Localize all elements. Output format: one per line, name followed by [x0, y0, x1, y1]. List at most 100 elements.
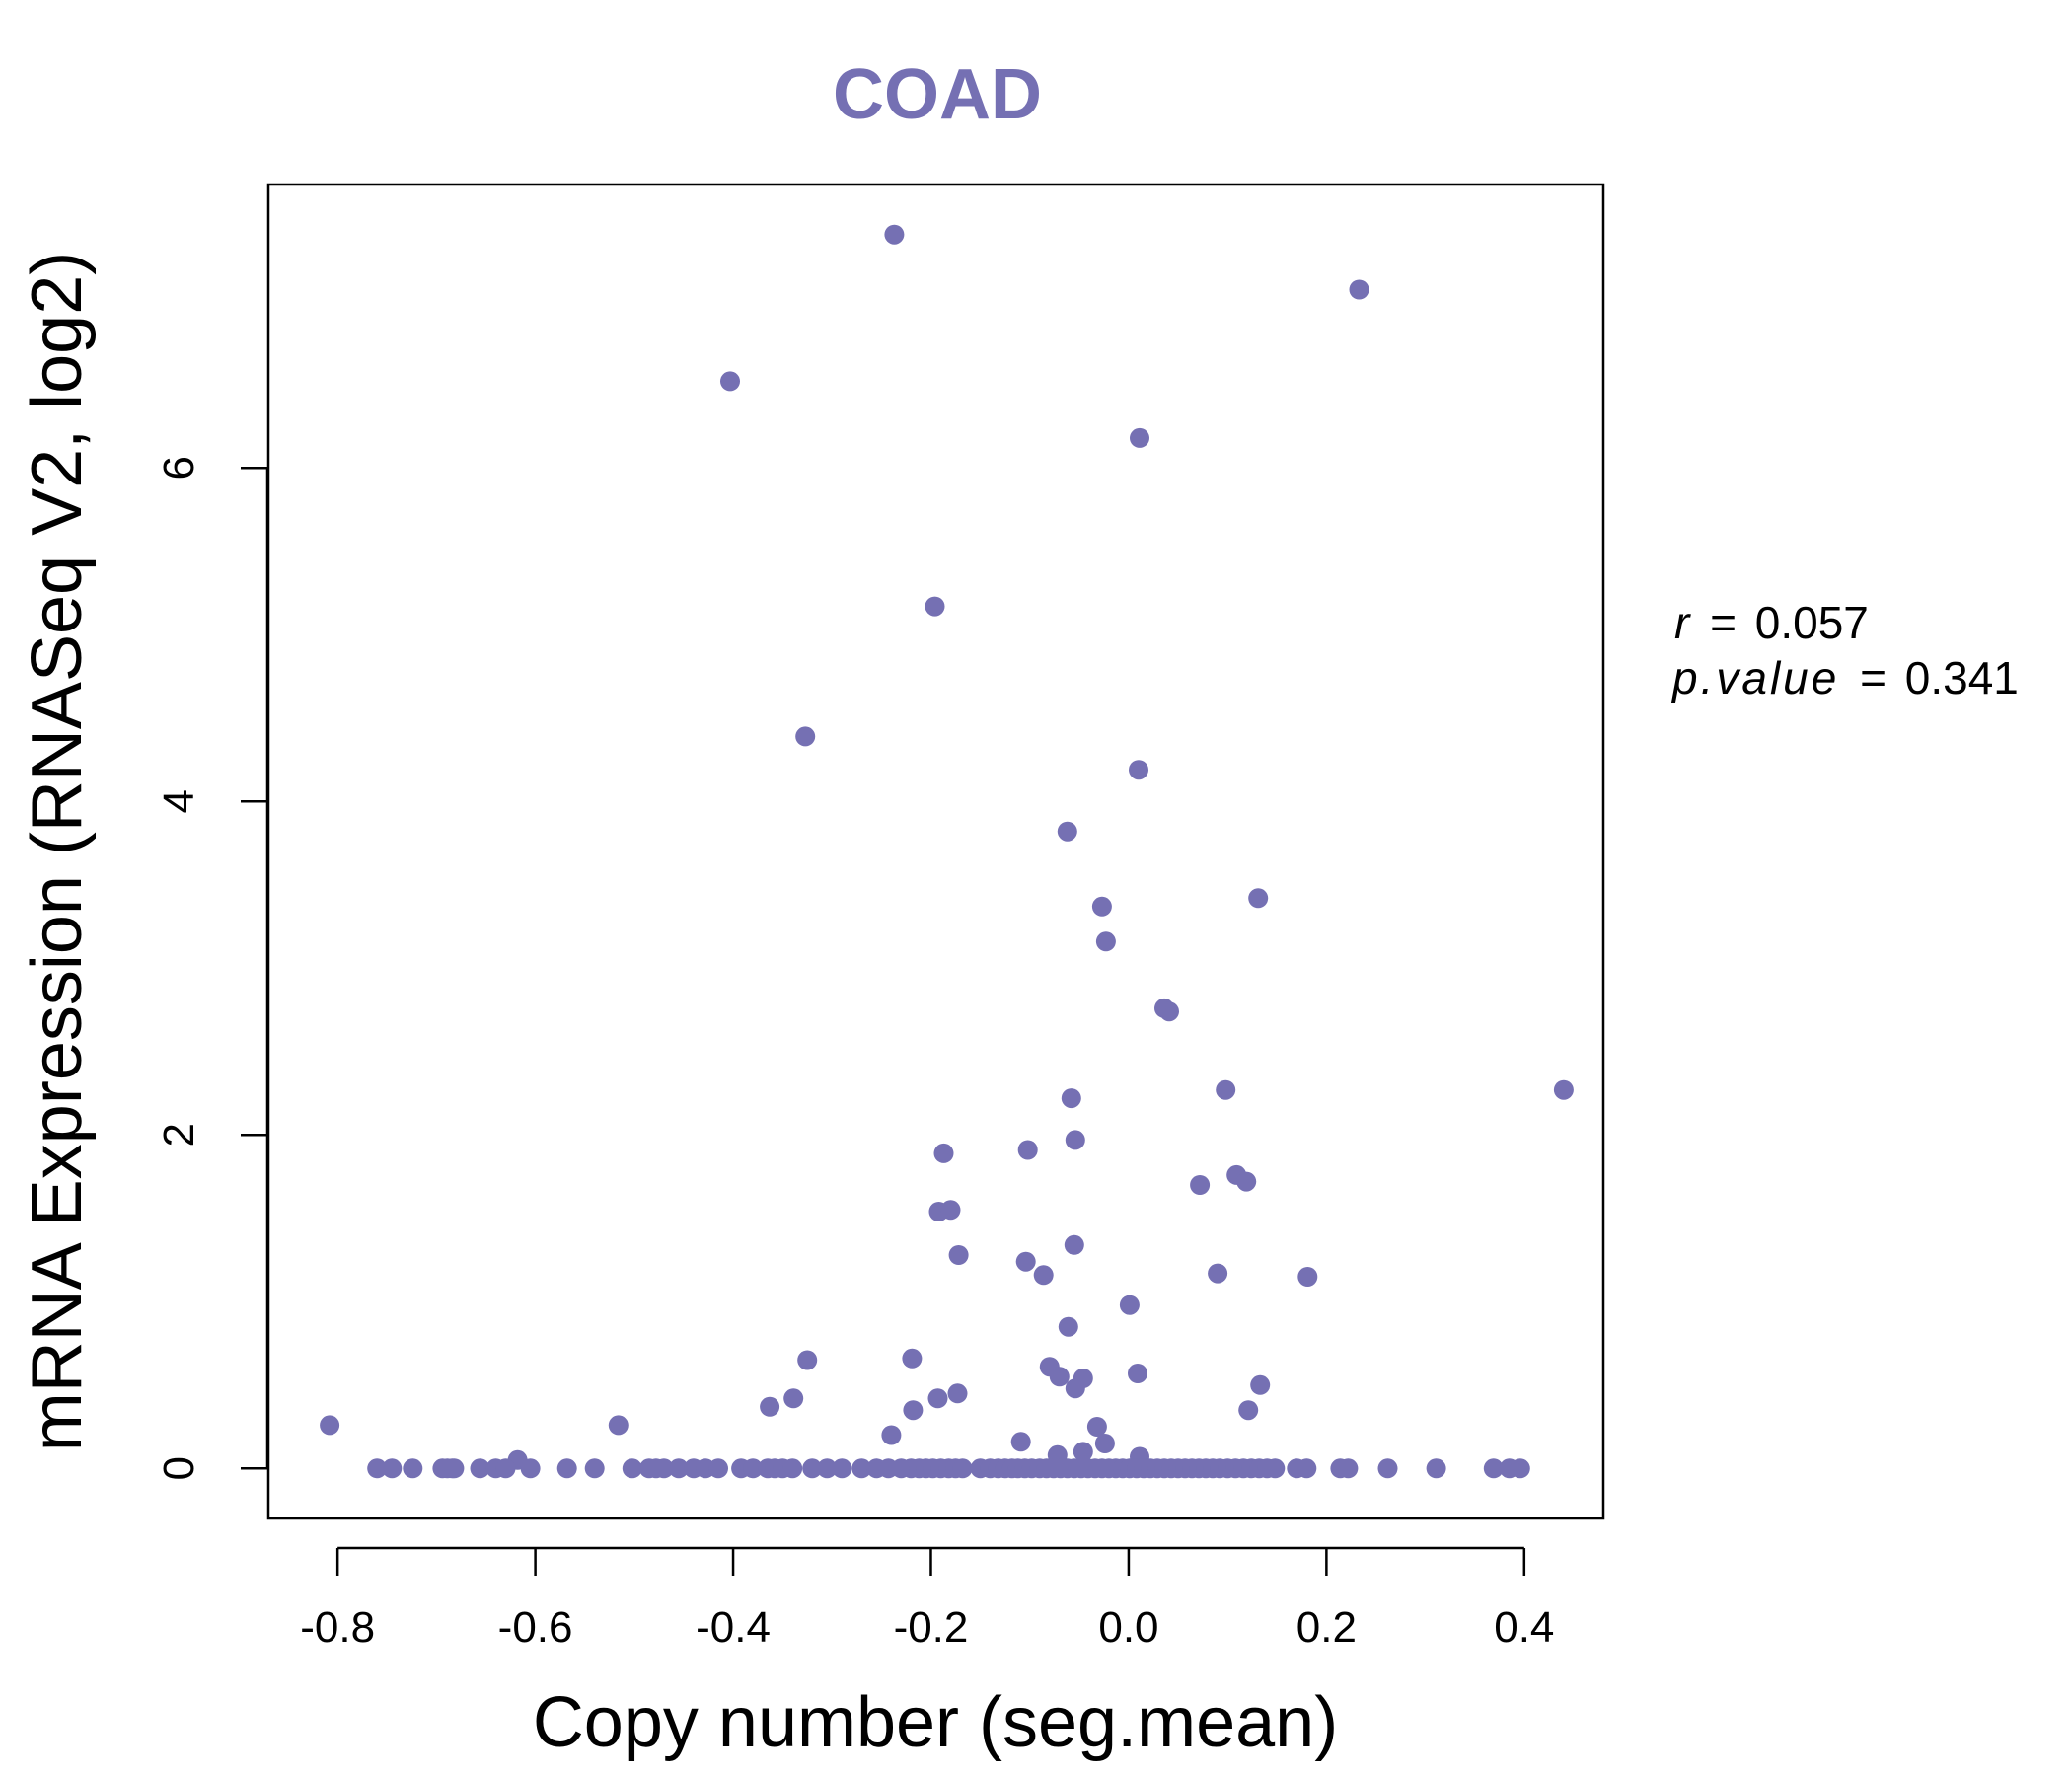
data-point	[1190, 1175, 1211, 1195]
data-point	[1015, 1251, 1036, 1272]
data-point	[940, 1200, 961, 1221]
data-point	[1073, 1442, 1093, 1462]
correlation-stats: r = 0.057 p.value = 0.341	[1670, 597, 2019, 703]
data-point	[1208, 1263, 1228, 1284]
y-tick-label: 4	[155, 789, 203, 813]
data-point	[708, 1458, 728, 1479]
data-point	[520, 1458, 541, 1479]
data-point	[1129, 760, 1148, 780]
y-tick-label: 0	[155, 1456, 203, 1480]
data-point	[320, 1415, 340, 1436]
y-tick-label: 6	[155, 456, 203, 480]
x-axis-label: Copy number (seg.mean)	[533, 1683, 1338, 1762]
data-point	[927, 1388, 948, 1409]
data-point	[947, 1383, 968, 1404]
data-point	[608, 1415, 629, 1436]
data-point	[1094, 1434, 1115, 1453]
data-point	[1248, 888, 1269, 909]
data-point	[720, 371, 740, 392]
data-point	[1338, 1458, 1359, 1479]
data-point	[1119, 1295, 1140, 1315]
data-point	[556, 1458, 577, 1479]
data-point	[795, 726, 816, 747]
p-value-equals: =	[1860, 652, 1887, 703]
data-point	[1216, 1079, 1236, 1100]
r-stat: r = 0.057	[1674, 597, 1869, 648]
x-tick-label: -0.4	[696, 1603, 771, 1652]
data-points	[320, 224, 1574, 1479]
p-value-value: 0.341	[1905, 652, 2019, 703]
data-point	[817, 1458, 838, 1479]
data-point	[367, 1458, 388, 1479]
data-point	[1128, 1364, 1147, 1383]
data-point	[903, 1400, 924, 1421]
data-point	[1297, 1267, 1318, 1287]
data-point	[933, 1143, 954, 1163]
x-tick-label: 0.4	[1494, 1603, 1554, 1652]
r-equals: =	[1710, 597, 1737, 648]
data-point	[925, 596, 945, 617]
x-tick-label: -0.8	[300, 1603, 375, 1652]
data-point	[884, 224, 905, 245]
p-value-label: p.value	[1670, 652, 1839, 703]
chart-title: COAD	[833, 55, 1042, 134]
data-point	[851, 1458, 872, 1479]
data-point	[1065, 1130, 1085, 1150]
data-point	[668, 1458, 689, 1479]
data-point	[1065, 1378, 1085, 1399]
data-point	[1058, 1316, 1078, 1337]
data-point	[1064, 1234, 1084, 1255]
data-point	[1236, 1171, 1257, 1192]
r-value: 0.057	[1755, 597, 1869, 648]
y-axis-label: mRNA Expression (RNASeq V2, log2)	[18, 252, 97, 1451]
data-point	[948, 1245, 969, 1265]
data-point	[1010, 1432, 1031, 1452]
x-axis: -0.8 -0.6 -0.4 -0.2 0.0 0.2 0.4	[300, 1546, 1554, 1652]
data-point	[1130, 427, 1149, 448]
data-point	[1086, 1417, 1107, 1437]
data-point	[1553, 1079, 1574, 1100]
plot-area-frame	[266, 183, 1605, 1520]
data-point	[1265, 1458, 1286, 1479]
data-point	[622, 1458, 642, 1479]
data-point	[1483, 1458, 1504, 1479]
x-tick-label: 0.0	[1098, 1603, 1158, 1652]
data-point	[1377, 1458, 1398, 1479]
data-point	[1091, 896, 1112, 917]
r-label: r	[1674, 597, 1691, 648]
data-point	[444, 1458, 465, 1479]
data-point	[495, 1458, 516, 1479]
data-point	[1250, 1374, 1271, 1395]
data-point	[1033, 1265, 1054, 1286]
data-point	[1296, 1458, 1317, 1479]
data-point	[403, 1458, 423, 1479]
x-tick-label: -0.6	[498, 1603, 573, 1652]
data-point	[382, 1458, 403, 1479]
data-point	[743, 1458, 764, 1479]
data-point	[952, 1458, 973, 1479]
data-point	[1017, 1140, 1038, 1160]
data-point	[1238, 1400, 1259, 1421]
data-point	[760, 1396, 780, 1417]
data-point	[653, 1458, 674, 1479]
x-tick-label: -0.2	[894, 1603, 969, 1652]
data-point	[584, 1458, 605, 1479]
data-point	[1159, 1001, 1179, 1022]
data-point	[1426, 1458, 1446, 1479]
x-tick-label: 0.2	[1296, 1603, 1357, 1652]
data-point	[783, 1388, 804, 1409]
data-point	[797, 1350, 818, 1370]
data-point	[1349, 279, 1369, 300]
data-point	[832, 1458, 852, 1479]
data-point	[881, 1425, 902, 1445]
data-point	[1095, 931, 1116, 952]
data-point	[1510, 1458, 1530, 1479]
data-point	[782, 1458, 803, 1479]
y-tick-label: 2	[155, 1123, 203, 1147]
data-point	[802, 1458, 823, 1479]
data-point	[1049, 1367, 1070, 1387]
p-value-stat: p.value = 0.341	[1670, 652, 2019, 703]
data-point	[1057, 821, 1077, 842]
data-point	[1061, 1088, 1081, 1109]
